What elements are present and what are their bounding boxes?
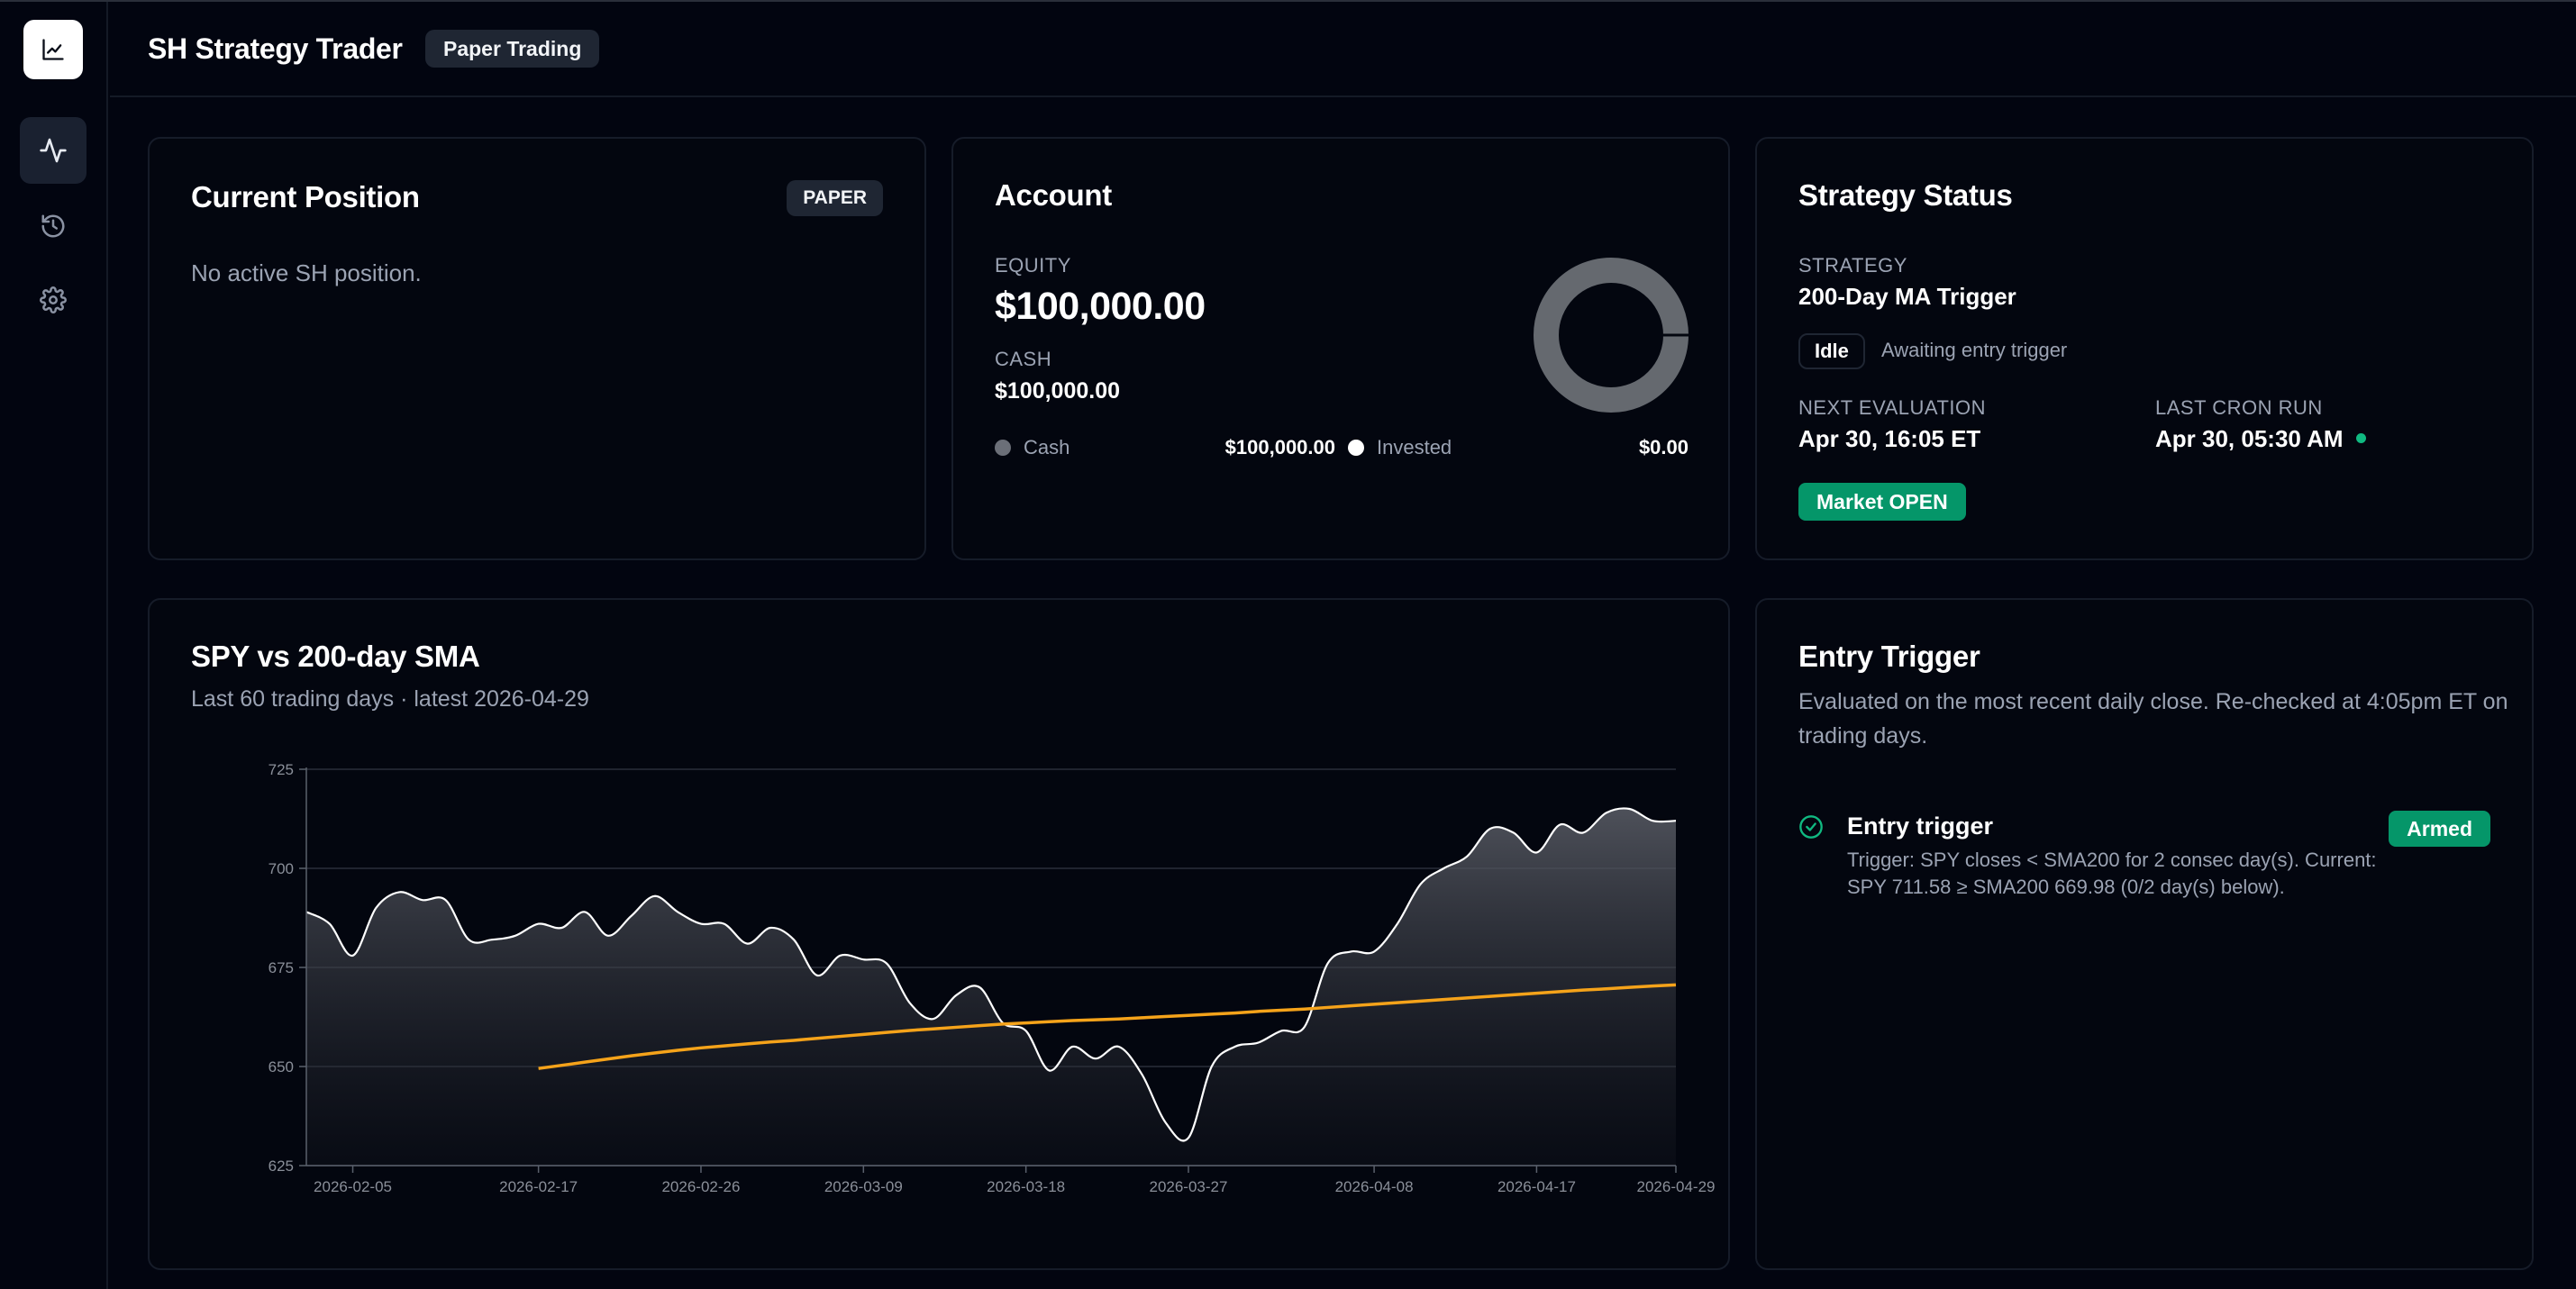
legend-label: Cash	[1024, 436, 1070, 458]
chart-subtitle: Last 60 trading days · latest 2026-04-29	[191, 686, 589, 712]
strategy-value: 200-Day MA Trigger	[1798, 283, 2016, 310]
strategy-status-card: Strategy Status STRATEGY 200-Day MA Trig…	[1755, 137, 2534, 560]
card-title: Entry Trigger	[1798, 640, 1980, 673]
last-cron-label: LAST CRON RUN	[2155, 396, 2323, 419]
gear-icon	[40, 286, 67, 313]
x-tick-label: 2026-04-08	[1335, 1178, 1414, 1195]
sidebar-item-dashboard[interactable]	[20, 117, 86, 184]
y-tick-label: 675	[269, 959, 294, 976]
account-card: Account EQUITY $100,000.00 CASH $100,000…	[951, 137, 1730, 560]
last-cron-row: Apr 30, 05:30 AM	[2155, 425, 2366, 453]
spy-price-line	[305, 807, 1677, 1142]
cash-legend-dot	[995, 440, 1011, 456]
entry-trigger-card: Entry Trigger Evaluated on the most rece…	[1755, 598, 2534, 1270]
state-text: Awaiting entry trigger	[1881, 339, 2068, 361]
app-title: SH Strategy Trader	[148, 32, 403, 65]
empty-position-text: No active SH position.	[191, 259, 422, 286]
entry-description: Evaluated on the most recent daily close…	[1798, 689, 2508, 749]
card-title: Strategy Status	[1798, 178, 2013, 212]
app-logo[interactable]	[23, 20, 83, 79]
sidebar-item-history[interactable]	[20, 193, 86, 259]
card-title: Account	[995, 178, 1112, 212]
spy-price-area	[306, 808, 1676, 1166]
legend-label: Invested	[1377, 436, 1452, 458]
state-badge: Idle	[1798, 333, 1865, 369]
status-ok-dot	[2355, 432, 2366, 443]
entry-trigger-detail: Trigger: SPY closes < SMA200 for 2 conse…	[1847, 849, 2377, 898]
card-title: Current Position	[191, 180, 420, 213]
y-tick-label: 650	[269, 1058, 294, 1076]
check-circle-icon	[1799, 815, 1823, 839]
trading-mode-badge: Paper Trading	[425, 30, 600, 68]
cash-label: CASH	[995, 348, 1052, 370]
legend-value-cash: $100,000.00	[1224, 436, 1335, 458]
activity-icon	[40, 138, 67, 163]
market-status-badge: Market OPEN	[1798, 483, 1966, 521]
history-icon	[41, 214, 65, 238]
paper-badge: PAPER	[787, 180, 883, 216]
x-tick-label: 2026-03-18	[987, 1178, 1065, 1195]
next-evaluation-label: NEXT EVALUATION	[1798, 396, 1986, 419]
invested-legend-dot	[1348, 440, 1364, 456]
spy-sma-chart-card: SPY vs 200-day SMA Last 60 trading days …	[148, 598, 1730, 1270]
spy-price-chart: 625 650 675 700 725 2026-02-05 2026-02-17 2026-…	[269, 761, 1716, 1195]
last-cron-value: Apr 30, 05:30 AM	[2155, 425, 2344, 452]
legend-item-invested: Invested	[1348, 436, 1452, 459]
x-tick-label: 2026-02-05	[314, 1178, 392, 1195]
sidebar-item-settings[interactable]	[20, 267, 86, 333]
cash-value: $100,000.00	[995, 378, 1121, 404]
armed-badge: Armed	[2389, 811, 2490, 847]
equity-value: $100,000.00	[995, 285, 1206, 328]
y-tick-label: 625	[269, 1157, 294, 1175]
y-tick-label: 725	[269, 761, 294, 778]
legend-value-invested: $0.00	[1638, 436, 1689, 458]
top-header: SH Strategy Trader Paper Trading	[110, 2, 2576, 97]
x-tick-label: 2026-04-29	[1637, 1178, 1716, 1195]
current-position-card: Current Position PAPER No active SH posi…	[148, 137, 926, 560]
entry-trigger-name: Entry trigger	[1847, 812, 1994, 840]
allocation-donut-chart	[1534, 258, 1689, 413]
x-tick-label: 2026-02-26	[661, 1178, 740, 1195]
strategy-label: STRATEGY	[1798, 254, 1907, 277]
x-tick-label: 2026-02-17	[499, 1178, 578, 1195]
sma200-line	[538, 983, 1677, 1070]
x-tick-label: 2026-03-09	[824, 1178, 903, 1195]
next-evaluation-value: Apr 30, 16:05 ET	[1798, 425, 1981, 452]
x-tick-label: 2026-03-27	[1149, 1178, 1227, 1195]
window-top-border	[0, 0, 2576, 2]
card-title: SPY vs 200-day SMA	[191, 640, 480, 673]
y-tick-label: 700	[269, 860, 294, 877]
donut-slice-cash	[1534, 258, 1689, 413]
x-tick-label: 2026-04-17	[1497, 1178, 1576, 1195]
equity-label: EQUITY	[995, 254, 1071, 277]
sidebar	[0, 2, 108, 1289]
chart-line-icon	[42, 39, 64, 60]
legend-item-cash: Cash	[995, 436, 1070, 459]
